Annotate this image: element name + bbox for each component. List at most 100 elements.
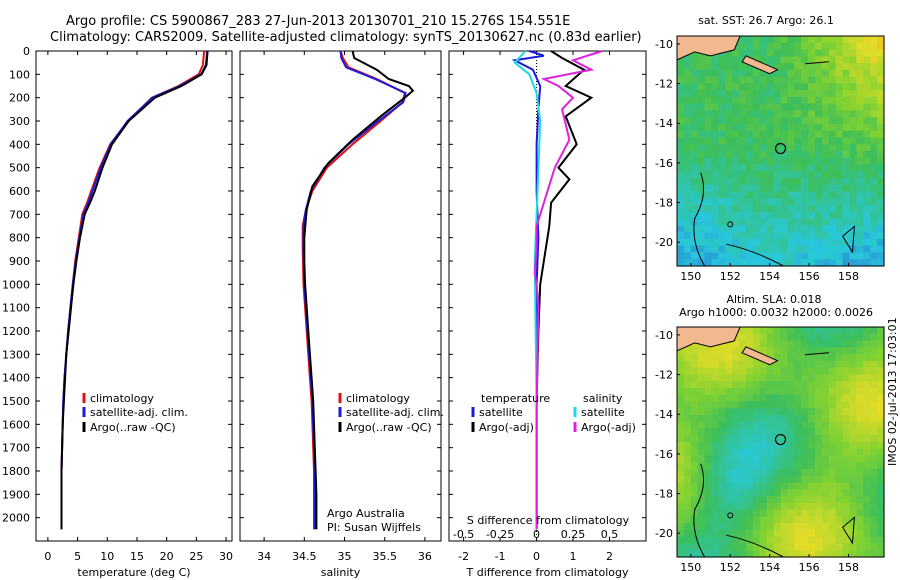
map-cell [815, 178, 823, 186]
map-cell [752, 360, 761, 369]
map-cell [711, 205, 719, 213]
map-cell [835, 96, 844, 105]
map-cell [877, 178, 885, 186]
map-cell [677, 63, 685, 71]
map-cell [725, 374, 733, 382]
map-cell [801, 164, 809, 172]
map-cell [821, 238, 830, 247]
map-cell [821, 421, 830, 430]
map-cell [794, 529, 802, 538]
map-cell [683, 401, 692, 409]
x-axis-label: salinity [321, 566, 361, 579]
map-cell [780, 232, 788, 240]
map-cell [842, 130, 851, 139]
map-cell [759, 360, 768, 369]
map-cell [828, 550, 837, 558]
map-cell [877, 110, 885, 118]
map-cell [780, 529, 788, 538]
map-cell [759, 509, 768, 518]
map-cell [773, 245, 782, 254]
map-cell [759, 496, 768, 504]
map-cell [835, 36, 844, 44]
map-cell [794, 387, 802, 396]
map-cell [704, 232, 713, 240]
map-cell [828, 238, 837, 247]
map-cell [828, 421, 837, 430]
map-cell [787, 238, 795, 247]
map-cell [766, 76, 775, 84]
map-cell [780, 442, 788, 450]
map-cell [815, 232, 823, 240]
map-cell [849, 414, 857, 423]
map-cell [752, 374, 761, 382]
map-cell [856, 354, 864, 362]
map-cell [835, 381, 844, 389]
map-cell [794, 123, 802, 132]
map-cell [732, 238, 740, 247]
map-cell [863, 259, 871, 267]
map-cell [863, 218, 871, 227]
map-cell [752, 123, 761, 132]
y-tick-label: 1800 [2, 465, 30, 478]
map-cell [725, 448, 733, 457]
map-cell [801, 523, 809, 531]
map-cell [711, 536, 719, 545]
map-cell [828, 151, 837, 159]
map-cell [801, 36, 809, 44]
map-cell [746, 123, 754, 132]
map-cell [808, 374, 816, 382]
map-cell [828, 340, 837, 348]
map-cell [828, 144, 837, 152]
map-cell [711, 238, 719, 247]
map-cell [725, 238, 733, 247]
map-cell [759, 49, 768, 57]
map-cell [683, 63, 692, 71]
map-cell [794, 36, 802, 44]
map-cell [746, 435, 754, 443]
map-cell [787, 442, 795, 450]
map-cell [842, 516, 851, 524]
map-cell [808, 157, 816, 166]
map-cell [870, 76, 878, 84]
map-cell [877, 259, 885, 267]
map-cell [821, 211, 830, 220]
map-cell [718, 205, 726, 213]
map-cell [808, 164, 816, 172]
map-cell [780, 408, 788, 416]
map-cell [780, 340, 788, 348]
map-cell [801, 543, 809, 551]
map-cell [739, 354, 747, 362]
map-cell [683, 123, 692, 132]
map-cell [808, 232, 816, 240]
map-cell [780, 211, 788, 220]
map-cell [683, 171, 692, 179]
map-cell [759, 130, 768, 139]
map-cell [787, 435, 795, 443]
map-cell [759, 198, 768, 206]
map-cell [835, 354, 844, 362]
map-cell [877, 205, 885, 213]
map-cell [856, 509, 864, 518]
map-cell [870, 130, 878, 139]
map-cell [780, 90, 788, 98]
map-cell [697, 110, 706, 118]
map-cell [690, 56, 699, 64]
map-cell [766, 252, 775, 260]
map-cell [842, 245, 851, 254]
map-cell [815, 523, 823, 531]
map-cell [877, 117, 885, 125]
map-cell [877, 455, 885, 463]
map-cell [732, 496, 740, 504]
map-cell [794, 455, 802, 463]
map-cell [677, 529, 685, 538]
map-cell [683, 245, 692, 254]
map-cell [794, 381, 802, 389]
map-cell [732, 171, 740, 179]
map-cell [849, 164, 857, 172]
map-cell [863, 225, 871, 233]
map-cell [739, 502, 747, 511]
x-tick-label: 10 [100, 550, 114, 563]
map-cell [801, 394, 809, 403]
map-cell [718, 414, 726, 423]
